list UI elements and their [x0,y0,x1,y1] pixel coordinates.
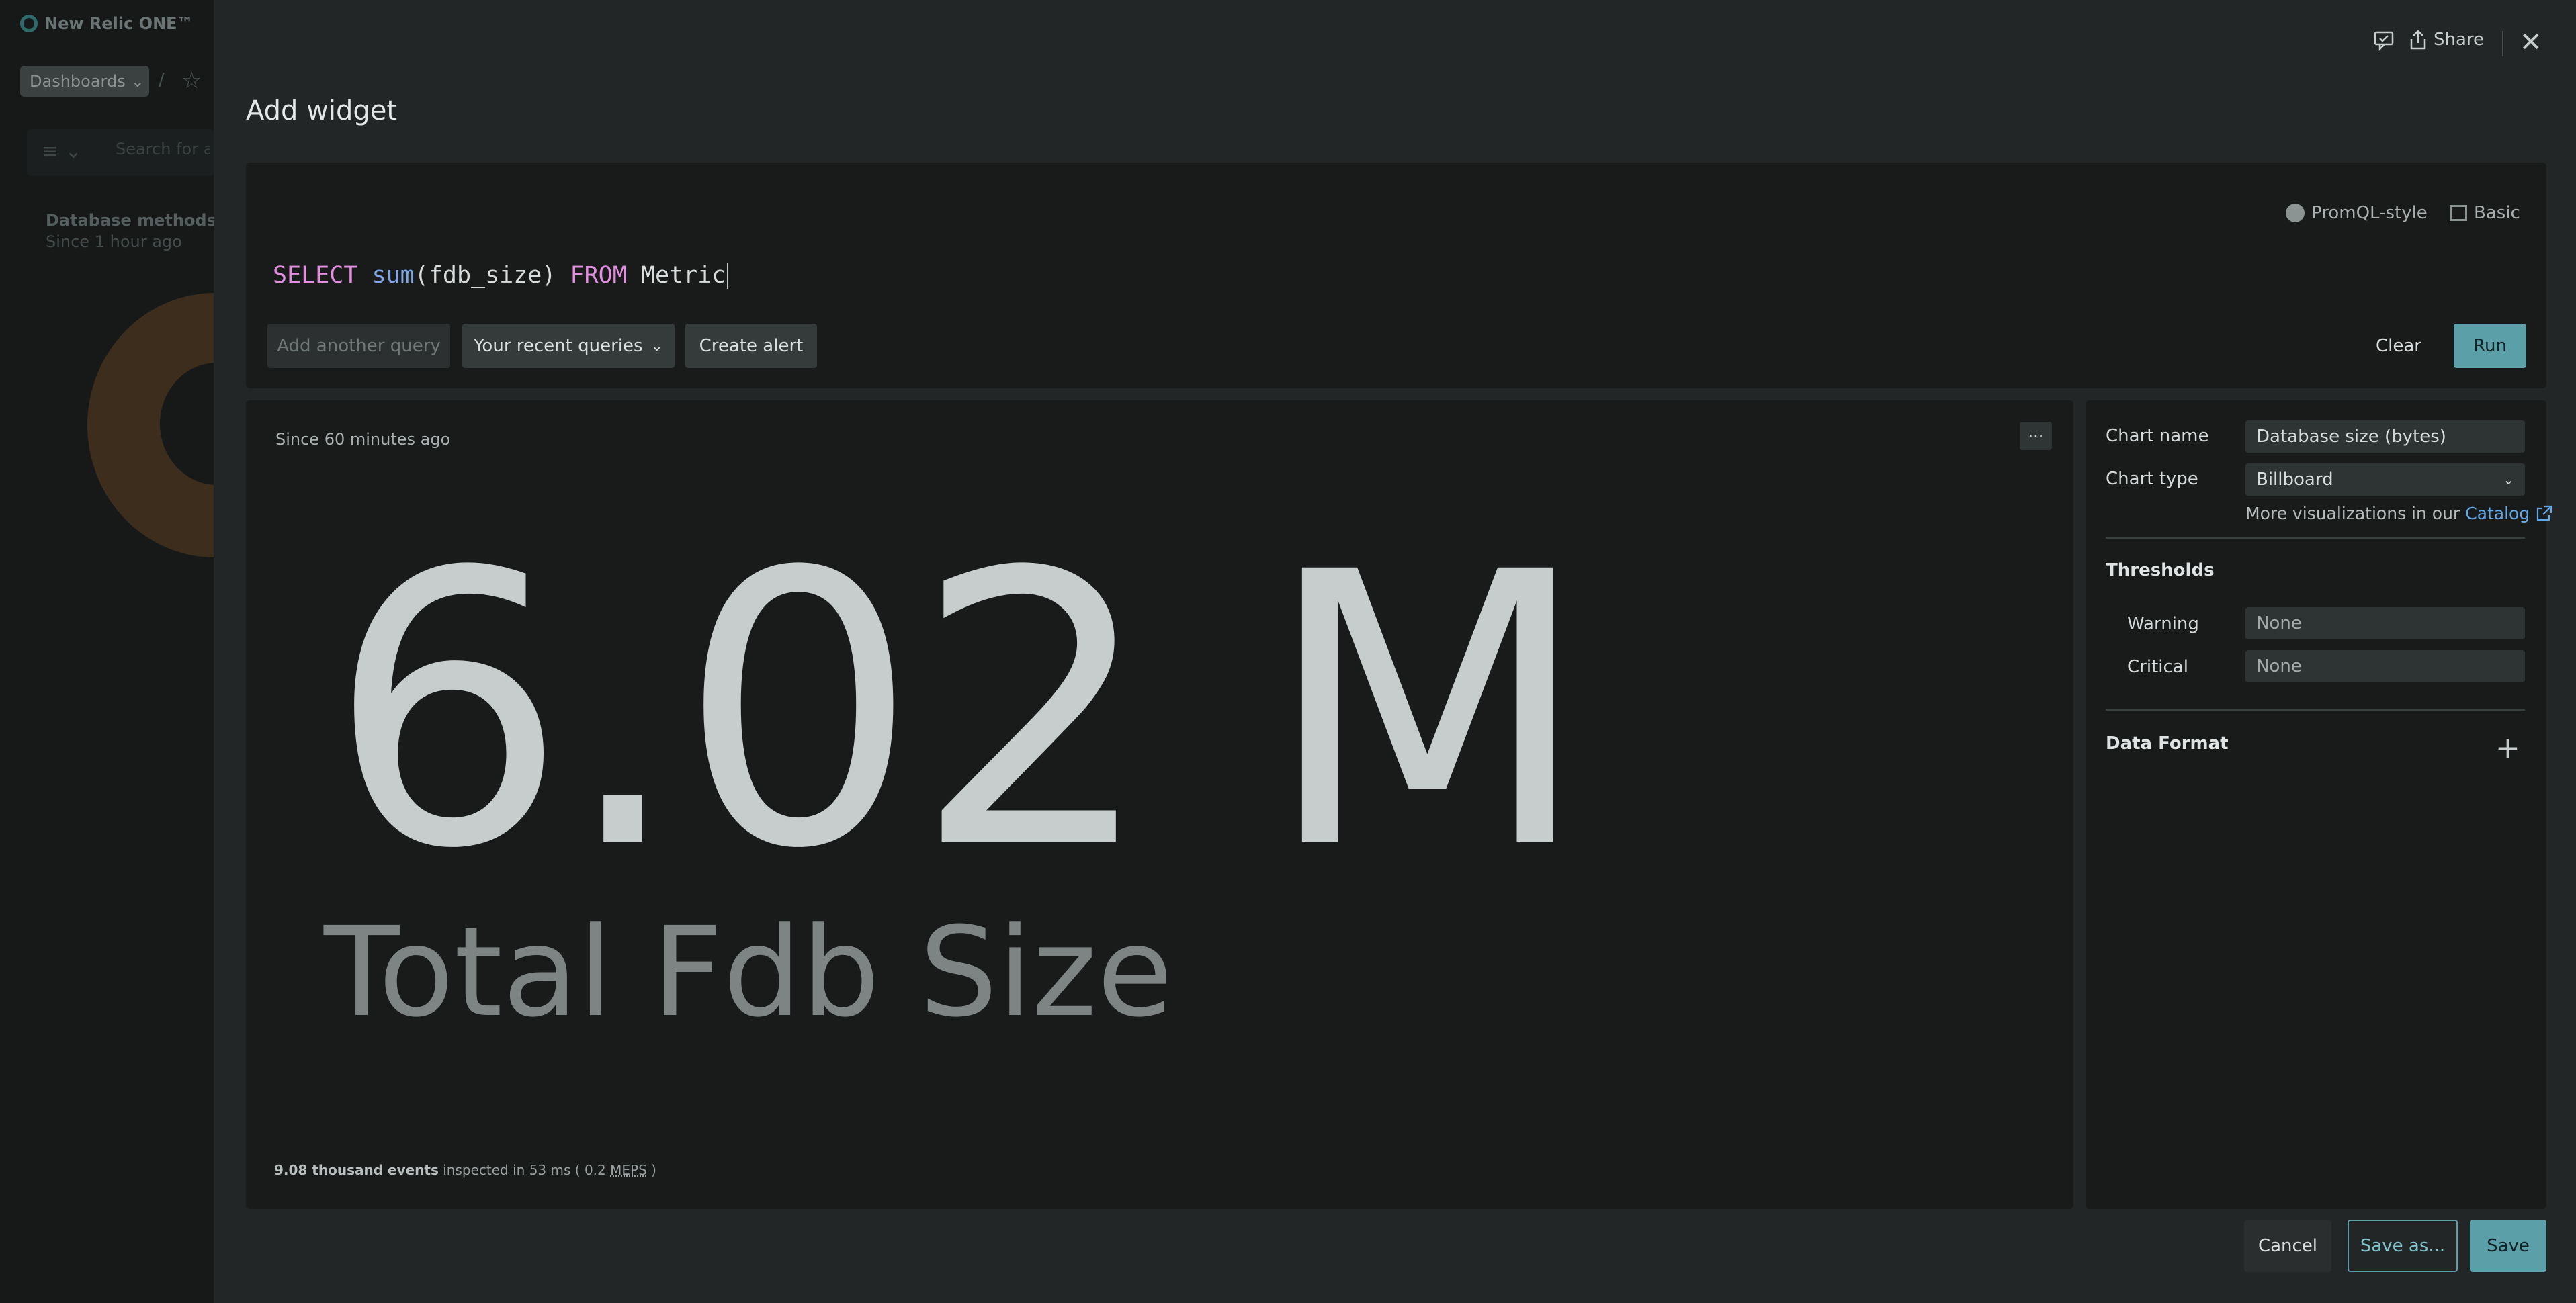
chart-name-input[interactable]: Database size (bytes) [2245,420,2525,453]
query-editor[interactable]: SELECT sum(fdb_size) FROM Metric [273,262,729,289]
billboard-label: Total Fdb Size [324,901,1173,1044]
recent-queries-label: Your recent queries [474,336,643,356]
share-button[interactable]: Share [2409,30,2484,50]
chart-name-label: Chart name [2106,426,2209,446]
basic-icon [2450,205,2467,221]
chart-type-select[interactable]: Billboard ⌄ [2245,463,2525,496]
promql-label: PromQL-style [2311,203,2428,223]
dashboards-dropdown: Dashboards ⌄ [20,66,149,97]
background-filter-bar [27,129,214,176]
brand-name: New Relic ONE™ [44,14,194,33]
background-app [0,0,214,1303]
brand-logo: New Relic ONE™ [20,13,194,34]
background-card-title: Database methods [46,211,216,230]
divider [2106,709,2525,711]
paren-close: ) [651,1162,656,1178]
background-card-subtitle: Since 1 hour ago [46,232,182,251]
external-link-icon [2537,505,2552,521]
events-count: 9.08 thousand events [274,1162,439,1178]
meps-unit: MEPS [610,1162,647,1178]
create-alert-button[interactable]: Create alert [685,324,817,368]
chevron-down-icon: ⌄ [2503,471,2514,488]
add-another-query-button[interactable]: Add another query [267,324,450,368]
more-visualizations: More visualizations in our Catalog [2245,504,2552,523]
chevron-down-icon: ⌄ [650,337,663,355]
divider [2106,537,2525,539]
background-search: Search for al [116,140,210,159]
data-format-title: Data Format [2106,733,2229,754]
feedback-icon[interactable] [2373,30,2396,58]
share-icon [2410,30,2426,50]
share-label: Share [2434,30,2485,50]
billboard-value: 6.02 M [328,493,1590,931]
basic-label: Basic [2474,203,2520,223]
inspected-text: inspected in [443,1162,525,1178]
dashboards-label: Dashboards [30,72,126,91]
select-keyword: SELECT [273,262,358,289]
star-icon: ☆ [181,67,202,94]
time-range-label: Since 60 minutes ago [275,430,451,449]
thresholds-title: Thresholds [2106,560,2215,580]
close-icon[interactable]: ✕ [2520,27,2542,58]
preview-panel [246,400,2073,1209]
meps-value: 0.2 [584,1162,606,1178]
paren-open: ( [574,1162,581,1178]
duration: 53 ms [529,1162,571,1178]
text-caret [727,263,729,289]
promql-icon [2286,204,2305,222]
from-keyword: FROM [570,262,627,289]
recent-queries-dropdown[interactable]: Your recent queries ⌄ [462,324,675,368]
more-viz-text: More visualizations in our [2245,504,2460,523]
new-relic-logo-icon [20,15,38,32]
clear-button[interactable]: Clear [2376,336,2421,356]
warning-threshold-input[interactable]: None [2245,607,2525,639]
more-options-button[interactable]: ··· [2020,422,2052,450]
save-button[interactable]: Save [2470,1220,2546,1272]
query-source: Metric [640,262,726,289]
plus-icon[interactable]: + [2495,731,2520,765]
query-args: (fdb_size) [414,262,556,289]
cancel-button[interactable]: Cancel [2244,1220,2331,1272]
chart-type-value: Billboard [2256,469,2333,490]
critical-label: Critical [2127,657,2188,677]
breadcrumb-separator: / [159,70,165,90]
save-as-button[interactable]: Save as... [2348,1220,2458,1272]
page-title: Add widget [246,95,398,126]
run-button[interactable]: Run [2454,324,2526,368]
basic-mode-toggle[interactable]: Basic [2450,203,2520,223]
settings-panel [2086,400,2546,1209]
critical-threshold-input[interactable]: None [2245,650,2525,682]
promql-mode-toggle[interactable]: PromQL-style [2286,203,2428,223]
warning-label: Warning [2127,614,2199,634]
catalog-link[interactable]: Catalog [2465,504,2530,523]
chevron-down-icon: ⌄ [130,72,144,91]
header-divider [2502,31,2503,56]
filter-icon: ≡ ⌄ [42,140,82,163]
sum-function: sum [372,262,415,289]
query-stats: 9.08 thousand events inspected in 53 ms … [274,1162,656,1178]
chart-type-label: Chart type [2106,469,2198,489]
